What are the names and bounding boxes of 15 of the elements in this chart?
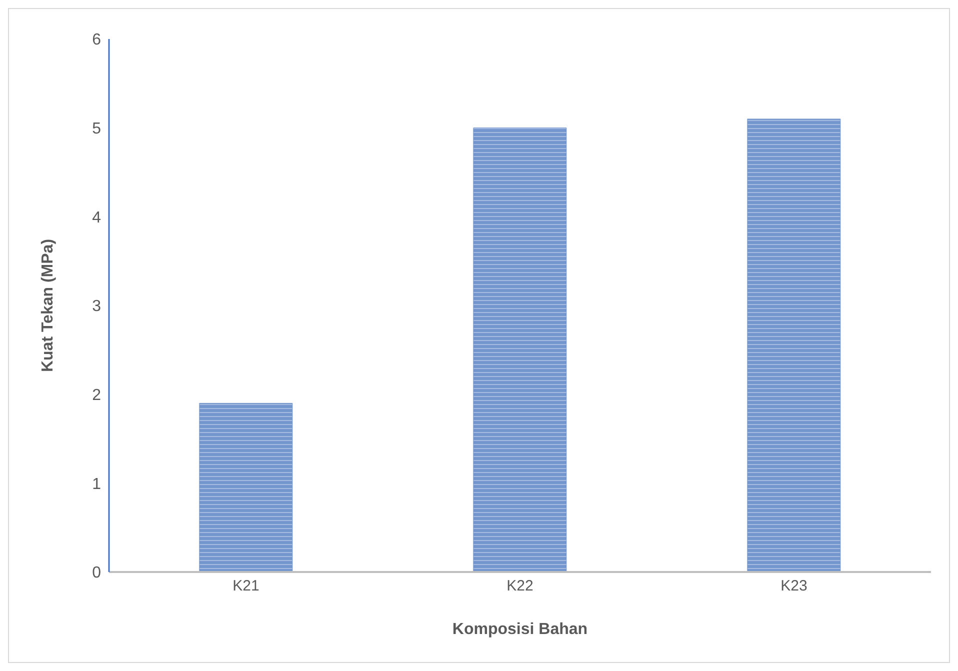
y-tick-label: 4	[92, 209, 102, 226]
y-tick-label: 6	[92, 32, 102, 49]
y-tick-label: 0	[92, 564, 102, 582]
y-tick-label: 3	[92, 298, 102, 316]
x-tick-label: K22	[506, 578, 534, 595]
y-axis-title: Kuat Tekan (MPa)	[40, 238, 57, 372]
x-axis-title: Komposisi Bahan	[452, 621, 588, 638]
bar	[747, 118, 841, 572]
x-tick-label: K21	[232, 578, 260, 595]
bar	[199, 402, 293, 572]
y-tick-label: 5	[92, 120, 102, 138]
bar	[473, 128, 567, 572]
x-tick-label: K23	[780, 578, 808, 595]
y-tick-label: 2	[92, 387, 102, 404]
y-tick-label: 1	[92, 476, 102, 493]
